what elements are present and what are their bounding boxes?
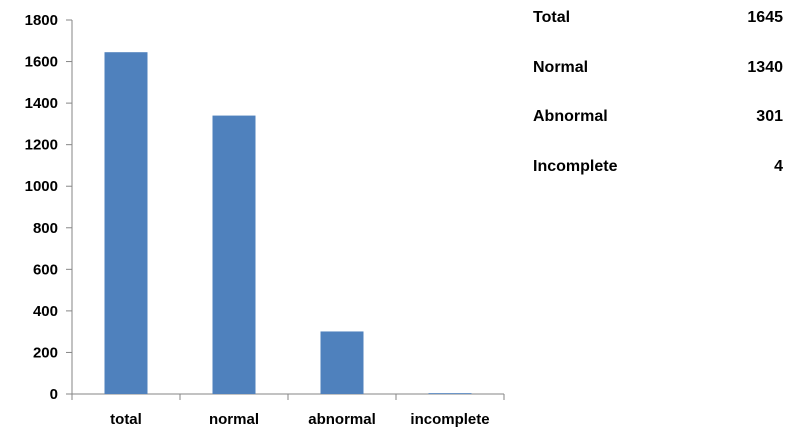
bar-abnormal: [320, 331, 364, 394]
y-tick-label: 0: [50, 386, 58, 403]
summary-row-total: Total 1645: [533, 8, 785, 58]
x-tick-label: normal: [209, 411, 259, 428]
bar-chart: 0 200 400 600 800 1000 1200 1400 1600 1800 total no…: [25, 12, 505, 428]
summary-row-incomplete: Incomplete 4: [533, 157, 785, 207]
summary-label: Normal: [533, 58, 589, 76]
summary-row-abnormal: Abnormal 301: [533, 107, 785, 157]
bar-incomplete: [428, 393, 472, 394]
summary-table: Total 1645 Normal 1340 Abnormal 301 Inco…: [533, 8, 785, 206]
summary-row-normal: Normal 1340: [533, 58, 785, 108]
y-tick-label: 400: [33, 303, 58, 320]
x-tick-label: abnormal: [308, 411, 376, 428]
y-tick-label: 1000: [25, 178, 58, 195]
y-tick-label: 1600: [25, 54, 58, 71]
summary-label: Total: [533, 9, 571, 26]
y-tick-label: 1400: [25, 95, 58, 112]
summary-label: Abnormal: [533, 108, 608, 125]
summary-value: 1340: [747, 58, 783, 76]
bar-total: [104, 52, 148, 394]
summary-value: 1645: [747, 9, 783, 26]
x-tick-label: total: [110, 411, 142, 428]
bar-normal: [212, 115, 256, 395]
y-tick-label: 600: [33, 261, 58, 278]
summary-value: 301: [756, 108, 783, 125]
y-tick-label: 1800: [25, 12, 58, 29]
y-tick-label: 800: [33, 220, 58, 237]
summary-label: Incomplete: [533, 157, 618, 175]
summary-value: 4: [774, 157, 783, 175]
y-tick-label: 1200: [25, 137, 58, 154]
y-tick-label: 200: [33, 344, 58, 361]
x-tick-label: incomplete: [410, 411, 489, 428]
